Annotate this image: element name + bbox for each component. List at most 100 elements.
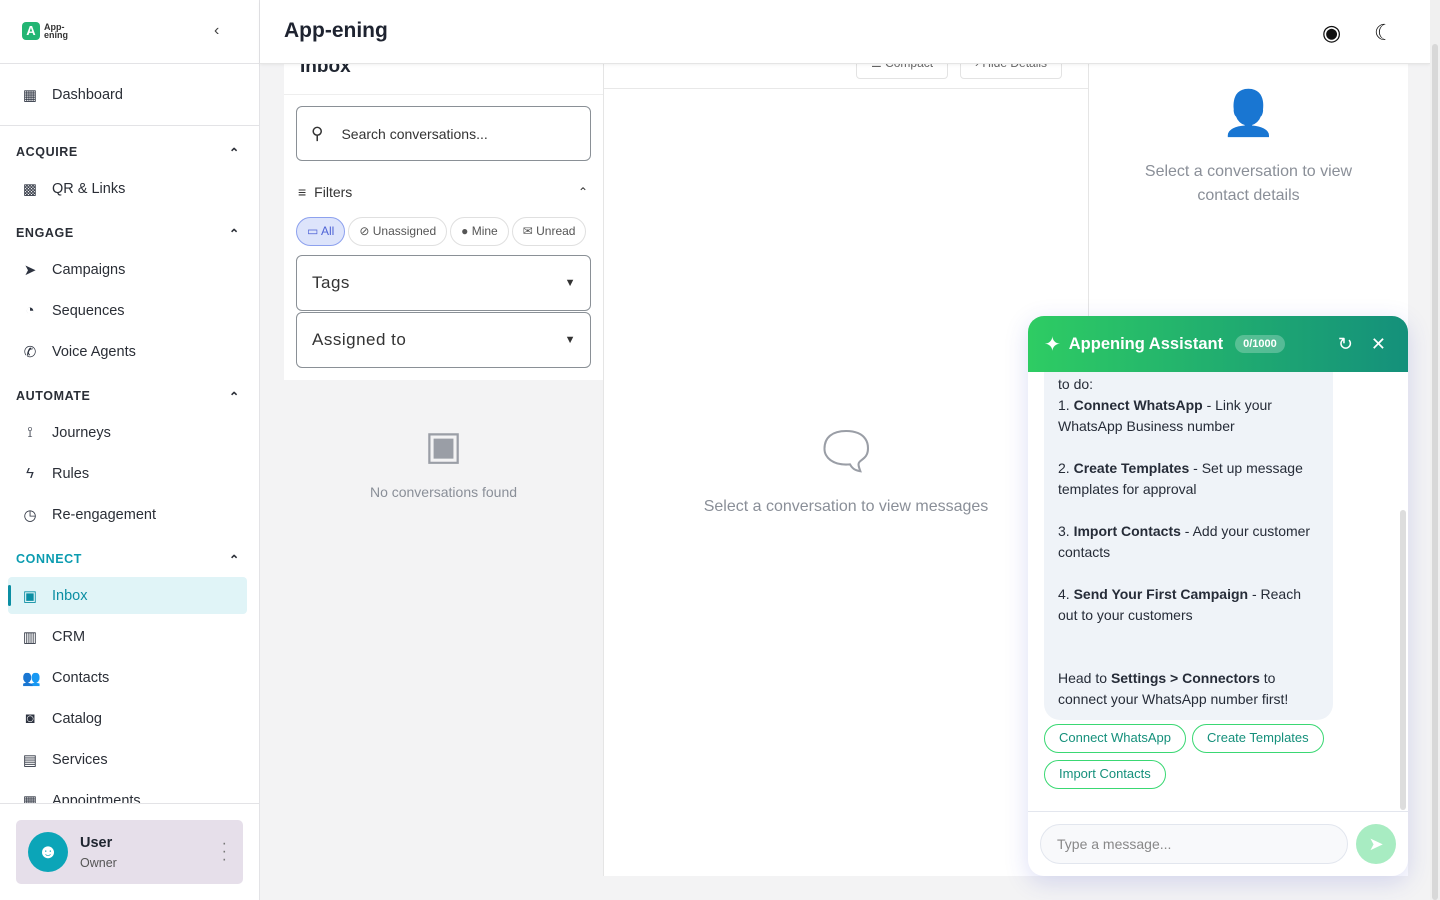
close-icon[interactable]: ✕ <box>1370 333 1386 354</box>
sidebar-item-inbox[interactable]: ▣ Inbox <box>8 577 247 614</box>
divider <box>603 64 604 876</box>
dashboard-icon: ▦ <box>22 86 38 104</box>
bold: Send Your First Campaign <box>1073 586 1249 602</box>
rest: - Reach out to your customers <box>1058 586 1302 623</box>
sidebar-item-dashboard[interactable]: ▦ Dashboard <box>8 76 247 113</box>
outro: Head to Settings > Connectors to connect… <box>1058 668 1319 710</box>
bold: Import Contacts <box>1073 523 1181 539</box>
account-icon[interactable]: ◉ <box>1322 20 1342 45</box>
chip-label: Mine <box>471 224 498 238</box>
sidebar-item-qr-links[interactable]: ▩ QR & Links <box>8 170 247 207</box>
rest: - Link your WhatsApp Business number <box>1058 397 1272 434</box>
sidebar-item-rules[interactable]: ϟ Rules <box>8 455 247 492</box>
logo[interactable]: A App-ening <box>22 22 68 40</box>
step: 2. Create Templates - Set up message tem… <box>1058 458 1319 500</box>
num: 3. <box>1058 523 1070 539</box>
section-acquire[interactable]: ACQUIRE ⌃ <box>16 145 240 160</box>
chip-all[interactable]: ▭ All <box>296 217 346 246</box>
section-label: ENGAGE <box>16 226 74 240</box>
filter-chips: ▭ All ⊘ Unassigned ● Mine ✉ Unread <box>296 217 591 246</box>
section-engage[interactable]: ENGAGE ⌃ <box>16 226 240 241</box>
avatar: ☻ <box>28 832 68 872</box>
step: 4. Send Your First Campaign - Reach out … <box>1058 584 1319 626</box>
filters-label: Filters <box>314 184 353 200</box>
refresh-icon[interactable]: ↻ <box>1337 333 1353 354</box>
step: 3. Import Contacts - Add your customer c… <box>1058 521 1319 563</box>
timelapse-icon: ◔ <box>25 302 35 319</box>
label: Services <box>52 751 108 768</box>
logo-icon: A <box>22 22 40 40</box>
scrollbar-thumb[interactable] <box>1432 44 1438 900</box>
label: Rules <box>52 465 90 482</box>
section-connect[interactable]: CONNECT ⌃ <box>16 552 240 567</box>
bold: Connect WhatsApp <box>1073 397 1203 413</box>
divider <box>284 94 603 95</box>
inbox-list-panel: Inbox ⚲ Search conversations... ≡ Filters ⌃… <box>284 56 603 380</box>
section-label: CONNECT <box>16 552 83 566</box>
chip-mine[interactable]: ● Mine <box>450 217 509 246</box>
filters-toggle[interactable]: ≡ Filters ⌃ <box>298 184 588 200</box>
label: Re-engagement <box>52 506 156 523</box>
post: to connect your WhatsApp number first! <box>1058 670 1289 707</box>
chevron-up-icon: ⌃ <box>577 185 588 199</box>
chevron-up-icon: ⌃ <box>228 390 240 404</box>
caret-down-icon: ▼ <box>564 277 576 289</box>
route-icon: ⟟ <box>27 424 33 441</box>
chip-label: All <box>321 224 335 238</box>
assigned-label: Assigned to <box>312 330 407 349</box>
assigned-to-select[interactable]: Assigned to ▼ <box>296 312 591 368</box>
tags-select[interactable]: Tags ▼ <box>296 255 591 311</box>
label: Contacts <box>52 669 110 686</box>
chip-label: Unassigned <box>372 224 437 238</box>
messages-panel: ☰ Compact › Hide Details 🗨 Select a conv… <box>604 54 1088 876</box>
label: Catalog <box>52 710 102 727</box>
divider <box>0 63 259 64</box>
sidebar-item-re-engagement[interactable]: ◷ Re-engagement <box>8 496 247 533</box>
assistant-widget: ✦ Appening Assistant 0/1000 ↻ ✕ to do: 1… <box>1028 316 1408 876</box>
chip-unread[interactable]: ✉ Unread <box>511 217 587 246</box>
sidebar-item-voice-agents[interactable]: ✆ Voice Agents <box>8 333 247 370</box>
empty-text: No conversations found <box>369 484 518 500</box>
assistant-title: Appening Assistant <box>1068 334 1224 353</box>
inbox-tray-icon: ▣ <box>424 424 463 468</box>
quick-reply-create-templates[interactable]: Create Templates <box>1192 724 1324 753</box>
quick-reply-import-contacts[interactable]: Import Contacts <box>1044 760 1166 789</box>
user-card[interactable]: ☻ User Owner · · · <box>16 820 243 884</box>
section-automate[interactable]: AUTOMATE ⌃ <box>16 389 240 404</box>
bold: Settings > Connectors <box>1110 670 1260 686</box>
step: 1. Connect WhatsApp - Link your WhatsApp… <box>1058 395 1319 437</box>
rest: - Set up message templates for approval <box>1058 460 1303 497</box>
sidebar-item-appointments[interactable]: ▦ Appointments <box>8 782 247 804</box>
sidebar-item-sequences[interactable]: ◔ Sequences <box>8 292 247 329</box>
char-counter: 0/1000 <box>1235 335 1285 353</box>
search-input[interactable]: ⚲ Search conversations... <box>296 106 591 161</box>
chevron-up-icon: ⌃ <box>228 146 240 160</box>
chip-unassigned[interactable]: ⊘ Unassigned <box>348 217 448 246</box>
collapse-sidebar-icon[interactable]: ‹ <box>214 22 220 39</box>
sidebar-item-campaigns[interactable]: ➤ Campaigns <box>8 251 247 288</box>
empty-text: Select a conversation to view contact de… <box>1144 163 1353 204</box>
sidebar-item-journeys[interactable]: ⟟ Journeys <box>8 414 247 451</box>
caret-down-icon: ▼ <box>564 334 576 346</box>
sidebar-item-catalog[interactable]: ◙ Catalog <box>8 700 247 737</box>
send-icon: ➤ <box>1368 834 1384 854</box>
dark-mode-icon[interactable]: ☾ <box>1374 20 1394 45</box>
chat-scrollbar[interactable] <box>1400 510 1406 810</box>
quick-reply-connect-whatsapp[interactable]: Connect WhatsApp <box>1044 724 1187 753</box>
label: Campaigns <box>52 261 126 278</box>
kanban-icon: ▥ <box>22 628 38 646</box>
sidebar-item-crm[interactable]: ▥ CRM <box>8 618 247 655</box>
shopping-bag-icon: ◙ <box>25 710 35 727</box>
page-scrollbar[interactable] <box>1430 0 1440 900</box>
divider <box>0 803 259 804</box>
phone-icon: ✆ <box>23 343 37 361</box>
sidebar-item-contacts[interactable]: 👥 Contacts <box>8 659 247 696</box>
message-input[interactable]: Type a message... <box>1040 824 1348 864</box>
messages-empty: 🗨 Select a conversation to view messages <box>604 422 1088 516</box>
bold: Create Templates <box>1073 460 1190 476</box>
label: Journeys <box>52 424 111 441</box>
send-button[interactable]: ➤ <box>1356 824 1396 864</box>
more-vert-icon[interactable]: · · · <box>221 835 227 868</box>
inbox-icon: ▣ <box>22 587 38 605</box>
sidebar-item-services[interactable]: ▤ Services <box>8 741 247 778</box>
